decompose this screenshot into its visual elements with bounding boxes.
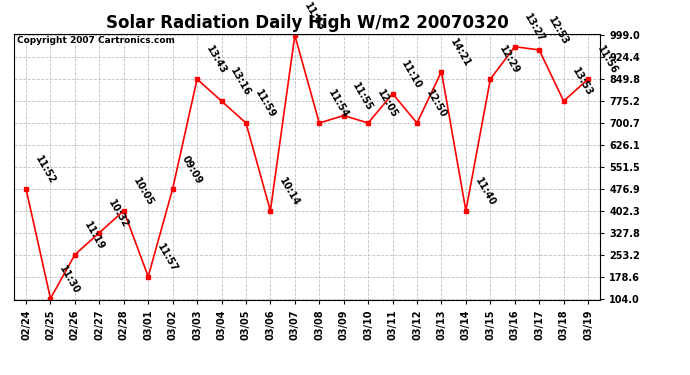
- Text: 10:05: 10:05: [130, 176, 155, 208]
- Text: 11:10: 11:10: [400, 59, 424, 91]
- Text: 11:19: 11:19: [82, 220, 106, 252]
- Text: 11:54: 11:54: [326, 88, 351, 120]
- Text: 12:29: 12:29: [497, 45, 522, 76]
- Text: Copyright 2007 Cartronics.com: Copyright 2007 Cartronics.com: [17, 36, 175, 45]
- Text: 12:50: 12:50: [424, 88, 448, 120]
- Text: 11:55: 11:55: [351, 81, 375, 113]
- Text: 11:56: 11:56: [595, 45, 619, 76]
- Text: 11:43: 11:43: [302, 1, 326, 33]
- Text: 10:32: 10:32: [106, 198, 130, 230]
- Text: 11:57: 11:57: [155, 242, 179, 274]
- Text: 13:27: 13:27: [522, 12, 546, 44]
- Text: 11:52: 11:52: [33, 154, 57, 186]
- Text: 14:21: 14:21: [448, 37, 473, 69]
- Text: 13:16: 13:16: [228, 66, 253, 98]
- Text: 13:53: 13:53: [571, 66, 595, 98]
- Text: 11:59: 11:59: [253, 88, 277, 120]
- Text: 10:14: 10:14: [277, 176, 302, 208]
- Text: 13:43: 13:43: [204, 45, 228, 76]
- Title: Solar Radiation Daily High W/m2 20070320: Solar Radiation Daily High W/m2 20070320: [106, 14, 509, 32]
- Text: 11:30: 11:30: [57, 264, 81, 296]
- Text: 11:40: 11:40: [473, 176, 497, 208]
- Text: 12:05: 12:05: [375, 88, 400, 120]
- Text: 12:53: 12:53: [546, 15, 571, 47]
- Text: 09:09: 09:09: [179, 154, 204, 186]
